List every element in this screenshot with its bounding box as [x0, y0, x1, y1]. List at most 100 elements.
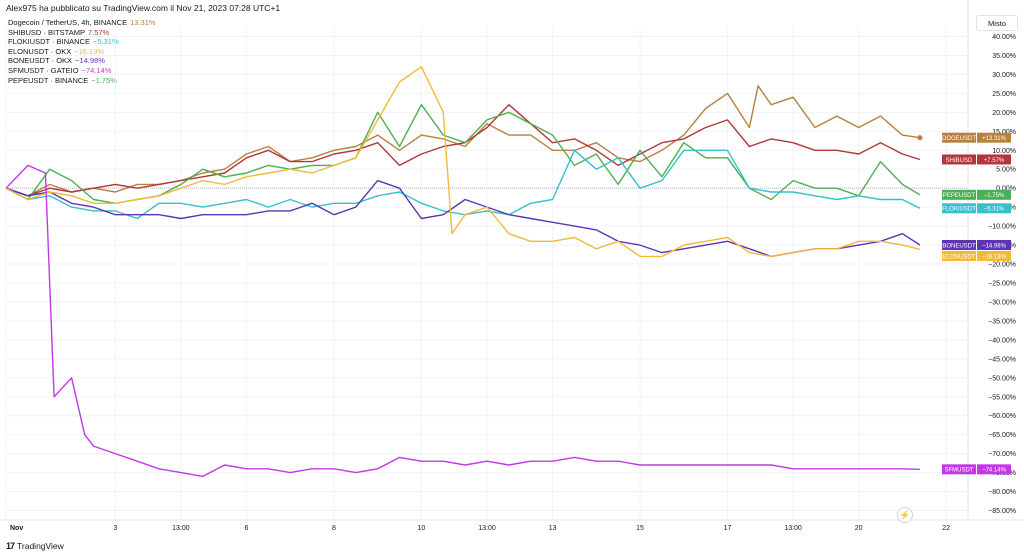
series-badge-value-bg — [977, 239, 1011, 250]
x-tick-label: 20 — [855, 525, 863, 532]
y-tick-label: −30.00% — [988, 299, 1016, 306]
series-badge-value: +13.31% — [982, 136, 1007, 142]
x-tick-label: 13:00 — [784, 525, 802, 532]
series-end-marker — [917, 135, 923, 141]
series-badge-value-bg — [977, 203, 1011, 214]
legend-value: −16.13% — [74, 46, 105, 56]
legend-label: BONEUSDT · OKX — [8, 56, 73, 66]
legend-entry[interactable]: SFMUSDT · GATEIO −74.14% — [8, 66, 156, 76]
legend-entry[interactable]: PEPEUSDT · BINANCE −1.75% — [8, 76, 156, 86]
series-badge-value: −1.75% — [984, 193, 1005, 199]
legend-label: FLOKIUSDT · BINANCE — [8, 37, 90, 47]
x-tick-label: 6 — [245, 525, 249, 532]
legend-entry[interactable]: Dogecoin / TetherUS, 4h, BINANCE 13.31% — [8, 18, 156, 28]
series-badge-name: DOGEUSDT — [942, 136, 976, 142]
series-line — [5, 164, 920, 478]
footer: 17 TradingView — [6, 541, 64, 551]
series-badge-name: BONEUSDT — [942, 243, 976, 249]
legend-entry[interactable]: FLOKIUSDT · BINANCE −5.31% — [8, 37, 156, 47]
series-badge-name-bg — [942, 464, 976, 475]
x-tick-label: Nov — [10, 525, 23, 532]
y-tick-label: −45.00% — [988, 356, 1016, 363]
series-badge: PEPEUSDT −1.75% — [942, 189, 1011, 200]
y-tick-label: −65.00% — [988, 432, 1016, 439]
x-tick-label: 8 — [332, 525, 336, 532]
y-tick-label: −55.00% — [988, 394, 1016, 401]
tradingview-logo-icon: 17 — [6, 541, 15, 551]
x-tick-label: 17 — [724, 525, 732, 532]
legend-value: 13.31% — [130, 18, 156, 27]
x-tick-label: 10 — [418, 525, 426, 532]
y-tick-label: 20.00% — [992, 110, 1016, 117]
series-badge-value-bg — [977, 132, 1011, 143]
series-badge-value-bg — [977, 189, 1011, 200]
legend-label: Dogecoin / TetherUS, 4h, BINANCE — [8, 18, 128, 27]
y-tick-label: 25.00% — [992, 91, 1016, 98]
x-tick-label: 15 — [636, 525, 644, 532]
series-badge: DOGEUSDT +13.31% — [942, 132, 1011, 143]
legend-label: SFMUSDT · GATEIO — [8, 65, 79, 75]
legend-label: ELONUSDT · OKX — [8, 46, 72, 56]
y-tick-label: 30.00% — [992, 72, 1016, 79]
legend-label: SHIBUSD · BITSTAMP — [8, 27, 85, 37]
series-badge-value: −16.13% — [982, 254, 1007, 260]
y-tick-label: 0.00% — [996, 186, 1016, 193]
series-badge-value-bg — [977, 250, 1011, 261]
y-tick-label: −85.00% — [988, 508, 1016, 515]
y-tick-label: −50.00% — [988, 375, 1016, 382]
series-badge-value-bg — [977, 464, 1011, 475]
y-tick-label: −20.00% — [988, 262, 1016, 269]
x-tick-label: 13:00 — [172, 525, 190, 532]
y-tick-label: 40.00% — [992, 34, 1016, 41]
series-badge-name-bg — [942, 250, 976, 261]
x-tick-label: 13:00 — [478, 525, 496, 532]
series-badge-value-bg — [977, 154, 1011, 165]
y-tick-label: −70.00% — [988, 451, 1016, 458]
series-badge-name-bg — [942, 203, 976, 214]
series-badge-name: ELONUSDT — [943, 254, 976, 260]
series-badge-value: +7.57% — [984, 158, 1005, 164]
y-tick-label: −35.00% — [988, 318, 1016, 325]
series-badge-name-bg — [942, 239, 976, 250]
series-badge: ELONUSDT −16.13% — [942, 250, 1011, 261]
legend-value: 7.57% — [87, 27, 110, 37]
series-badge: BONEUSDT −14.98% — [942, 239, 1011, 250]
scale-mode-button[interactable]: Misto — [976, 15, 1018, 31]
series-badge: SHIBUSD +7.57% — [942, 154, 1011, 165]
legend-entry[interactable]: ELONUSDT · OKX −16.13% — [8, 47, 156, 57]
legend-value: −14.98% — [75, 56, 105, 66]
x-tick-label: 3 — [113, 525, 117, 532]
publisher-line: Alex975 ha pubblicato su TradingView.com… — [6, 3, 281, 13]
legend-label: PEPEUSDT · BINANCE — [8, 75, 89, 85]
series-badge: SFMUSDT −74.14% — [942, 464, 1011, 475]
brand-name: TradingView — [17, 541, 64, 551]
y-tick-label: −10.00% — [988, 224, 1016, 231]
series-badge-name: FLOKIUSDT — [942, 207, 976, 213]
y-tick-label: −25.00% — [988, 280, 1016, 287]
x-tick-label: 13 — [549, 525, 557, 532]
legend-value: −74.14% — [81, 65, 112, 75]
y-tick-label: −80.00% — [988, 489, 1016, 496]
legend-entry[interactable]: BONEUSDT · OKX −14.98% — [8, 56, 156, 66]
y-tick-label: 5.00% — [996, 167, 1016, 174]
y-tick-label: 10.00% — [992, 148, 1016, 155]
series-badge-name: PEPEUSDT — [943, 193, 976, 199]
series-line — [5, 66, 921, 258]
series-badge-value: −74.14% — [982, 468, 1007, 474]
series-badge-value: −14.98% — [982, 243, 1007, 249]
series-badge-name: SFMUSDT — [945, 468, 974, 474]
series-badge-name: SHIBUSD — [946, 158, 973, 164]
legend-value: −1.75% — [91, 75, 117, 85]
series-badge-name-bg — [942, 189, 976, 200]
series-badge-name-bg — [942, 132, 976, 143]
x-tick-label: 22 — [942, 525, 950, 532]
legend-value: −5.31% — [92, 37, 119, 47]
y-tick-label: −60.00% — [988, 413, 1016, 420]
y-tick-label: −40.00% — [988, 337, 1016, 344]
series-badge: FLOKIUSDT −5.31% — [942, 203, 1011, 214]
series-badge-value: −5.31% — [984, 207, 1005, 213]
legend-entry[interactable]: SHIBUSD · BITSTAMP 7.57% — [8, 28, 156, 38]
y-tick-label: 15.00% — [992, 129, 1016, 136]
lightning-icon[interactable]: ⚡ — [897, 507, 913, 523]
